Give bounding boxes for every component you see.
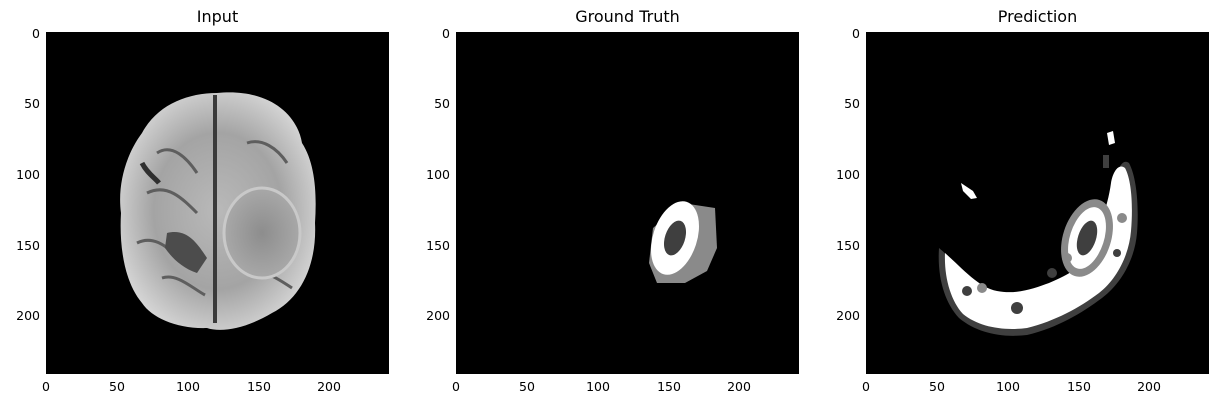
ground-truth-mask [649,201,717,283]
y-tick: 150 [16,238,40,253]
x-tick: 100 [996,379,1020,394]
brain-mri-image [120,92,316,330]
x-tick: 50 [519,379,535,394]
panel-title-input: Input [196,7,239,26]
x-tick: 0 [452,379,460,394]
x-tick: 50 [929,379,945,394]
y-tick: 150 [836,238,860,253]
x-tick: 150 [247,379,271,394]
image-axes-input [46,32,389,374]
image-axes-prediction [866,32,1209,374]
prediction-mask [938,131,1138,336]
x-tick: 100 [586,379,610,394]
x-tick: 150 [1067,379,1091,394]
x-tick: 200 [1137,379,1161,394]
x-tick: 150 [657,379,681,394]
y-tick: 50 [844,96,860,111]
x-tick: 0 [42,379,50,394]
y-tick: 50 [24,96,40,111]
y-tick: 0 [442,26,450,41]
panel-title-ground-truth: Ground Truth [575,7,680,26]
y-tick: 100 [836,167,860,182]
image-axes-ground-truth [456,32,799,374]
x-tick: 100 [176,379,200,394]
x-tick: 0 [862,379,870,394]
y-tick: 150 [426,238,450,253]
y-tick: 0 [32,26,40,41]
y-tick: 50 [434,96,450,111]
x-tick: 50 [109,379,125,394]
y-tick: 100 [16,167,40,182]
y-tick: 200 [836,308,860,323]
y-tick: 0 [852,26,860,41]
x-tick: 200 [317,379,341,394]
x-tick: 200 [727,379,751,394]
y-tick: 200 [16,308,40,323]
y-tick: 200 [426,308,450,323]
y-tick: 100 [426,167,450,182]
panel-title-prediction: Prediction [997,7,1078,26]
